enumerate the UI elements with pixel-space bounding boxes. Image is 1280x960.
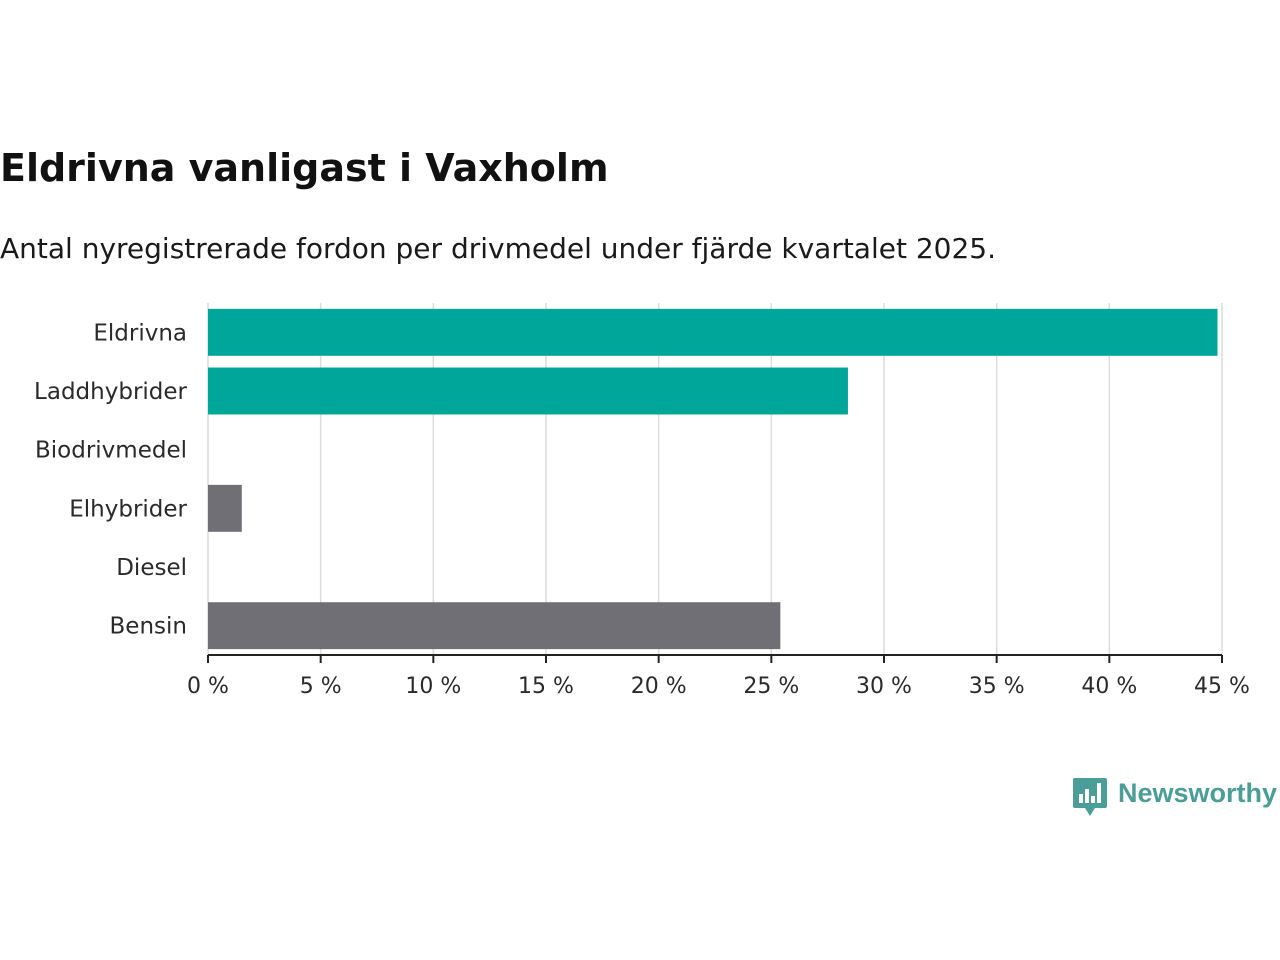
x-tick-label-15: 15 % <box>518 674 574 699</box>
brand-name: Newsworthy <box>1118 778 1278 808</box>
x-tick-label-35: 35 % <box>969 674 1025 699</box>
category-label-bensin: Bensin <box>110 614 187 640</box>
category-labels: Eldrivna Laddhybrider Biodrivmedel Elhybrid… <box>34 320 187 639</box>
bar-eldrivna <box>208 308 1218 356</box>
x-tick-label-45: 45 % <box>1194 674 1250 699</box>
x-axis: 0 % 5 % 10 % 15 % 20 % 25 % 30 % 35 % 40 % 45 % <box>187 654 1250 699</box>
bars <box>208 308 1218 650</box>
x-tick-label-0: 0 % <box>187 674 229 699</box>
chart-title: Eldrivna vanligast i Vaxholm <box>0 146 609 190</box>
category-label-elhybrider: Elhybrider <box>69 496 187 522</box>
x-tick-label-10: 10 % <box>405 674 461 699</box>
bar-elhybrider <box>208 484 242 532</box>
bar-laddhybrider <box>208 367 848 415</box>
bar-bensin <box>208 602 781 650</box>
category-label-diesel: Diesel <box>116 555 187 581</box>
x-tick-label-25: 25 % <box>743 674 799 699</box>
x-tick-label-20: 20 % <box>631 674 687 699</box>
x-tick-label-5: 5 % <box>300 674 342 699</box>
newsworthy-brand: Newsworthy <box>1072 776 1277 820</box>
category-label-eldrivna: Eldrivna <box>93 320 187 346</box>
gridlines <box>207 303 1223 655</box>
x-tick-label-40: 40 % <box>1081 674 1137 699</box>
chart-subtitle: Antal nyregistrerade fordon per drivmede… <box>0 232 997 265</box>
x-tick-label-30: 30 % <box>856 674 912 699</box>
bar-chart-speech-bubble-icon <box>1073 778 1107 816</box>
category-label-laddhybrider: Laddhybrider <box>34 379 187 405</box>
category-label-biodrivmedel: Biodrivmedel <box>35 438 187 464</box>
